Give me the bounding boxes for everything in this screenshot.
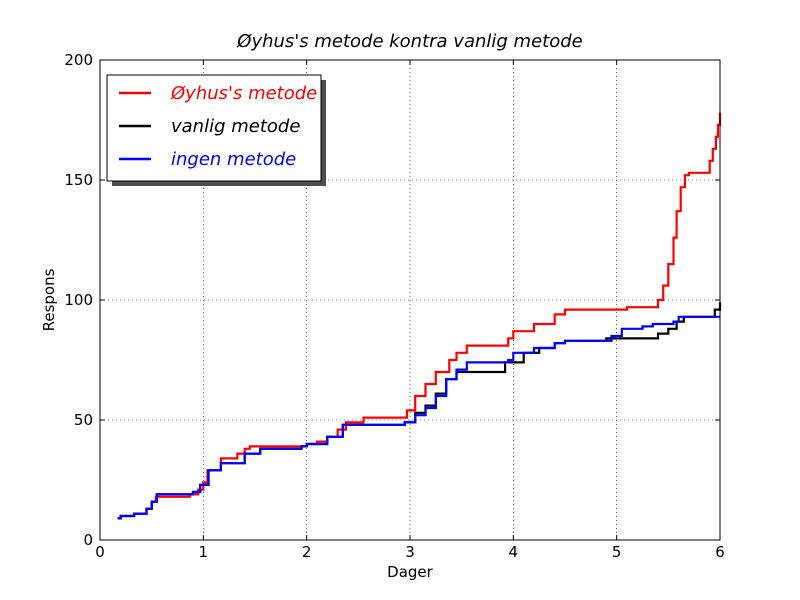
x-tick-label: 0 [95, 543, 105, 561]
y-tick-label: 150 [64, 171, 93, 189]
series-line-0 [117, 112, 722, 520]
x-tick-label: 6 [715, 543, 725, 561]
legend-label: vanlig metode [171, 116, 300, 137]
series-line-2 [117, 315, 720, 520]
series-lines [117, 112, 722, 520]
x-tick-label: 1 [199, 543, 209, 561]
x-tick-label: 4 [509, 543, 519, 561]
x-tick-label: 3 [405, 543, 415, 561]
x-axis-label: Dager [387, 563, 433, 581]
x-tick-label: 2 [302, 543, 312, 561]
legend-label: Øyhus's metode [170, 83, 317, 104]
y-tick-label: 200 [64, 51, 93, 69]
x-tick-label: 5 [612, 543, 622, 561]
legend-label: ingen metode [171, 149, 296, 170]
y-tick-label: 50 [74, 411, 93, 429]
y-axis-label: Respons [40, 268, 58, 331]
legend: Øyhus's metode vanlig metode ingen metode [106, 74, 326, 186]
y-tick-label: 0 [83, 531, 93, 549]
y-tick-label: 100 [64, 291, 93, 309]
axis-ticks: 0 1 2 3 4 5 6 0 50 100 150 200 [64, 51, 724, 561]
chart-title: Øyhus's metode kontra vanlig metode [236, 31, 582, 52]
